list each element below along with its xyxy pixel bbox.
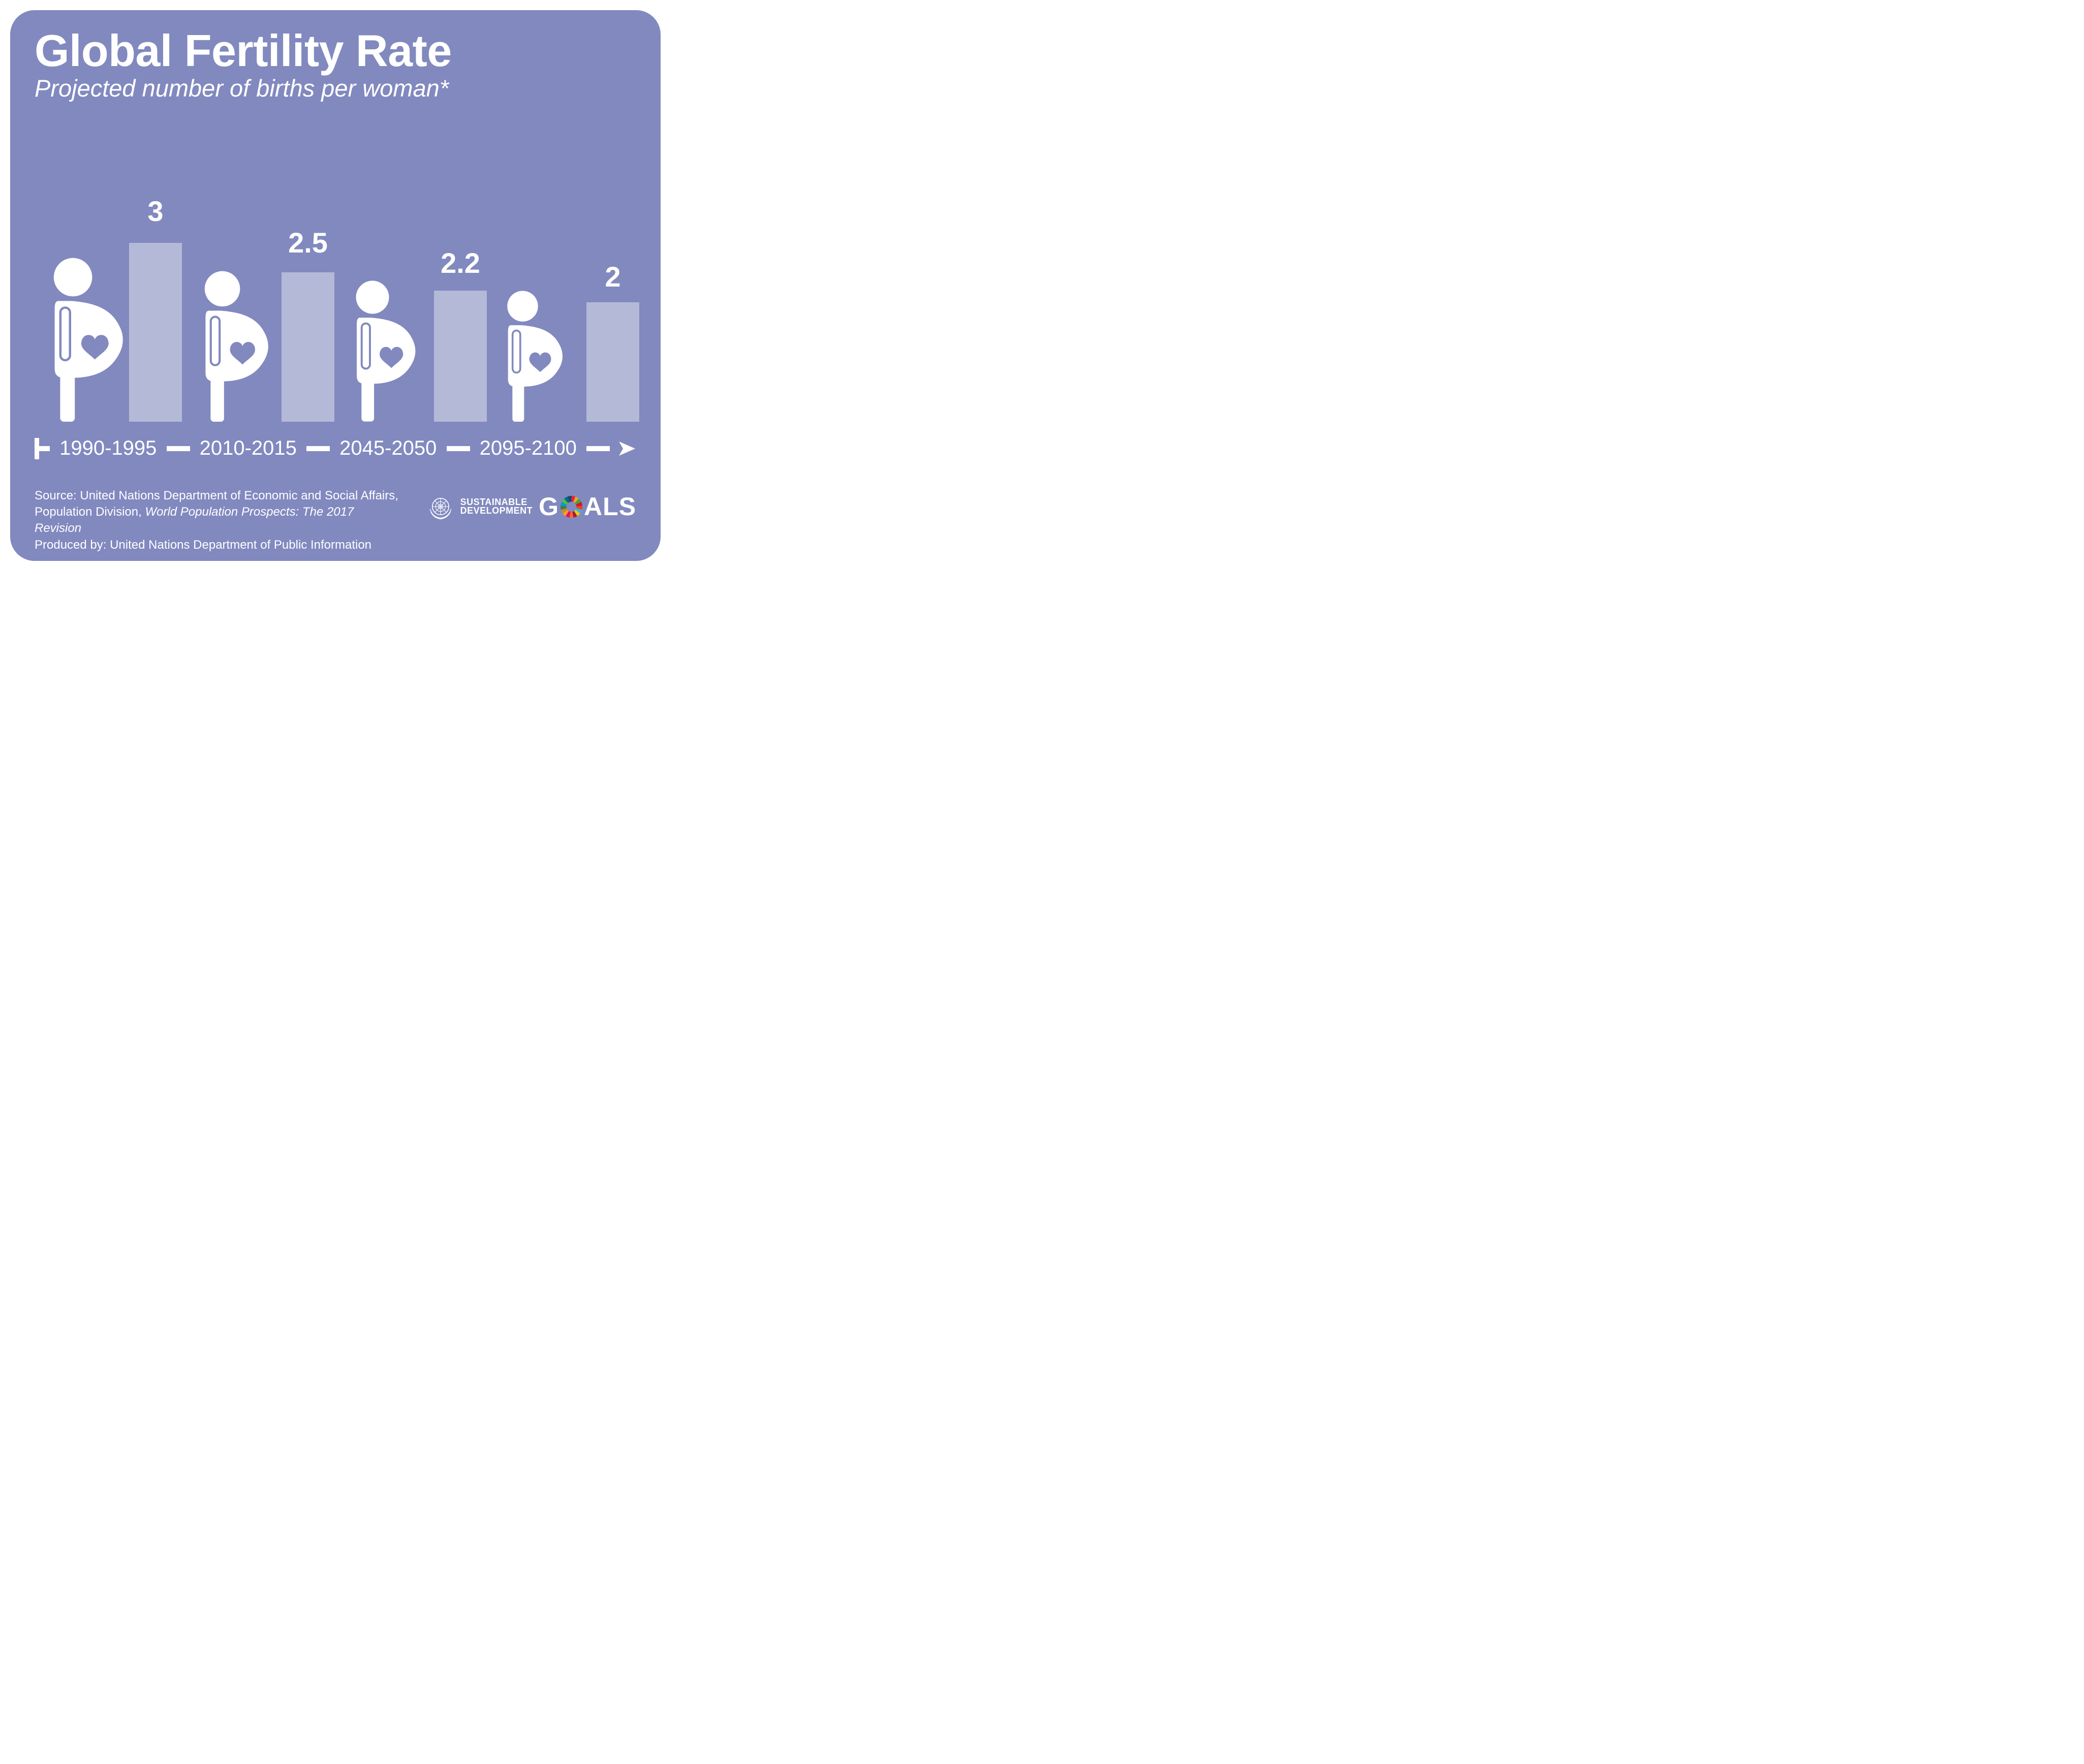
sdg-text-bottom: DEVELOPMENT [460, 507, 533, 515]
timeline-dash [447, 446, 470, 451]
sdg-goals: G ALS [539, 492, 636, 521]
timeline-dash [167, 446, 190, 451]
sdg-logo: SUSTAINABLEDEVELOPMENT G ALS [427, 492, 636, 521]
chart-group: 2.5 [187, 147, 334, 422]
infographic-card: Global Fertility RateProjected number of… [10, 10, 661, 561]
value-label: 3 [129, 195, 182, 228]
footer-text: Source: United Nations Department of Eco… [35, 489, 398, 502]
bar [586, 302, 639, 422]
timeline-dash [586, 446, 610, 451]
figure-wrap [35, 257, 126, 422]
timeline-period: 2045-2050 [338, 437, 439, 460]
bar [434, 291, 487, 422]
timeline-period: 2010-2015 [198, 437, 299, 460]
bar [282, 272, 334, 421]
timeline-arrow-icon [618, 439, 636, 458]
sdg-wheel-icon [560, 495, 583, 518]
timeline-dash [306, 446, 330, 451]
chart-group: 2 [492, 147, 639, 422]
page-title: Global Fertility Rate [35, 28, 636, 73]
chart-group: 2.2 [339, 147, 487, 422]
figure-wrap [187, 270, 271, 422]
pregnant-woman-icon [339, 280, 418, 422]
footer-text: Produced by: United Nations Department o… [35, 538, 371, 552]
value-label: 2.2 [434, 246, 487, 279]
value-label: 2 [586, 260, 639, 293]
footer-text: Population Division, [35, 505, 145, 519]
goals-letters: ALS [584, 492, 636, 521]
footer-line: Source: United Nations Department of Eco… [35, 488, 400, 504]
footer-line: Produced by: United Nations Department o… [35, 537, 400, 553]
footer-line: Population Division, World Population Pr… [35, 504, 400, 537]
un-emblem-icon [427, 493, 454, 520]
goals-letter: G [539, 492, 559, 521]
bar [129, 243, 182, 422]
pregnant-woman-icon [187, 270, 271, 422]
figure-wrap [492, 290, 565, 422]
sdg-text: SUSTAINABLEDEVELOPMENT [460, 498, 533, 515]
timeline-start-icon [35, 438, 50, 459]
chart-area: 3 2.5 2.2 2 [35, 147, 636, 422]
chart-group: 3 [35, 147, 182, 422]
pregnant-woman-icon [492, 290, 565, 422]
value-label: 2.5 [282, 226, 334, 259]
pregnant-woman-icon [35, 257, 126, 422]
footer-source: Source: United Nations Department of Eco… [35, 488, 400, 554]
timeline: 1990-1995 2010-2015 2045-2050 2095-2100 [35, 431, 636, 466]
timeline-period: 2095-2100 [478, 437, 579, 460]
figure-wrap [339, 280, 418, 422]
timeline-row: 1990-1995 2010-2015 2045-2050 2095-2100 [35, 431, 636, 466]
timeline-period: 1990-1995 [58, 437, 159, 460]
page-subtitle: Projected number of births per woman* [35, 75, 636, 102]
